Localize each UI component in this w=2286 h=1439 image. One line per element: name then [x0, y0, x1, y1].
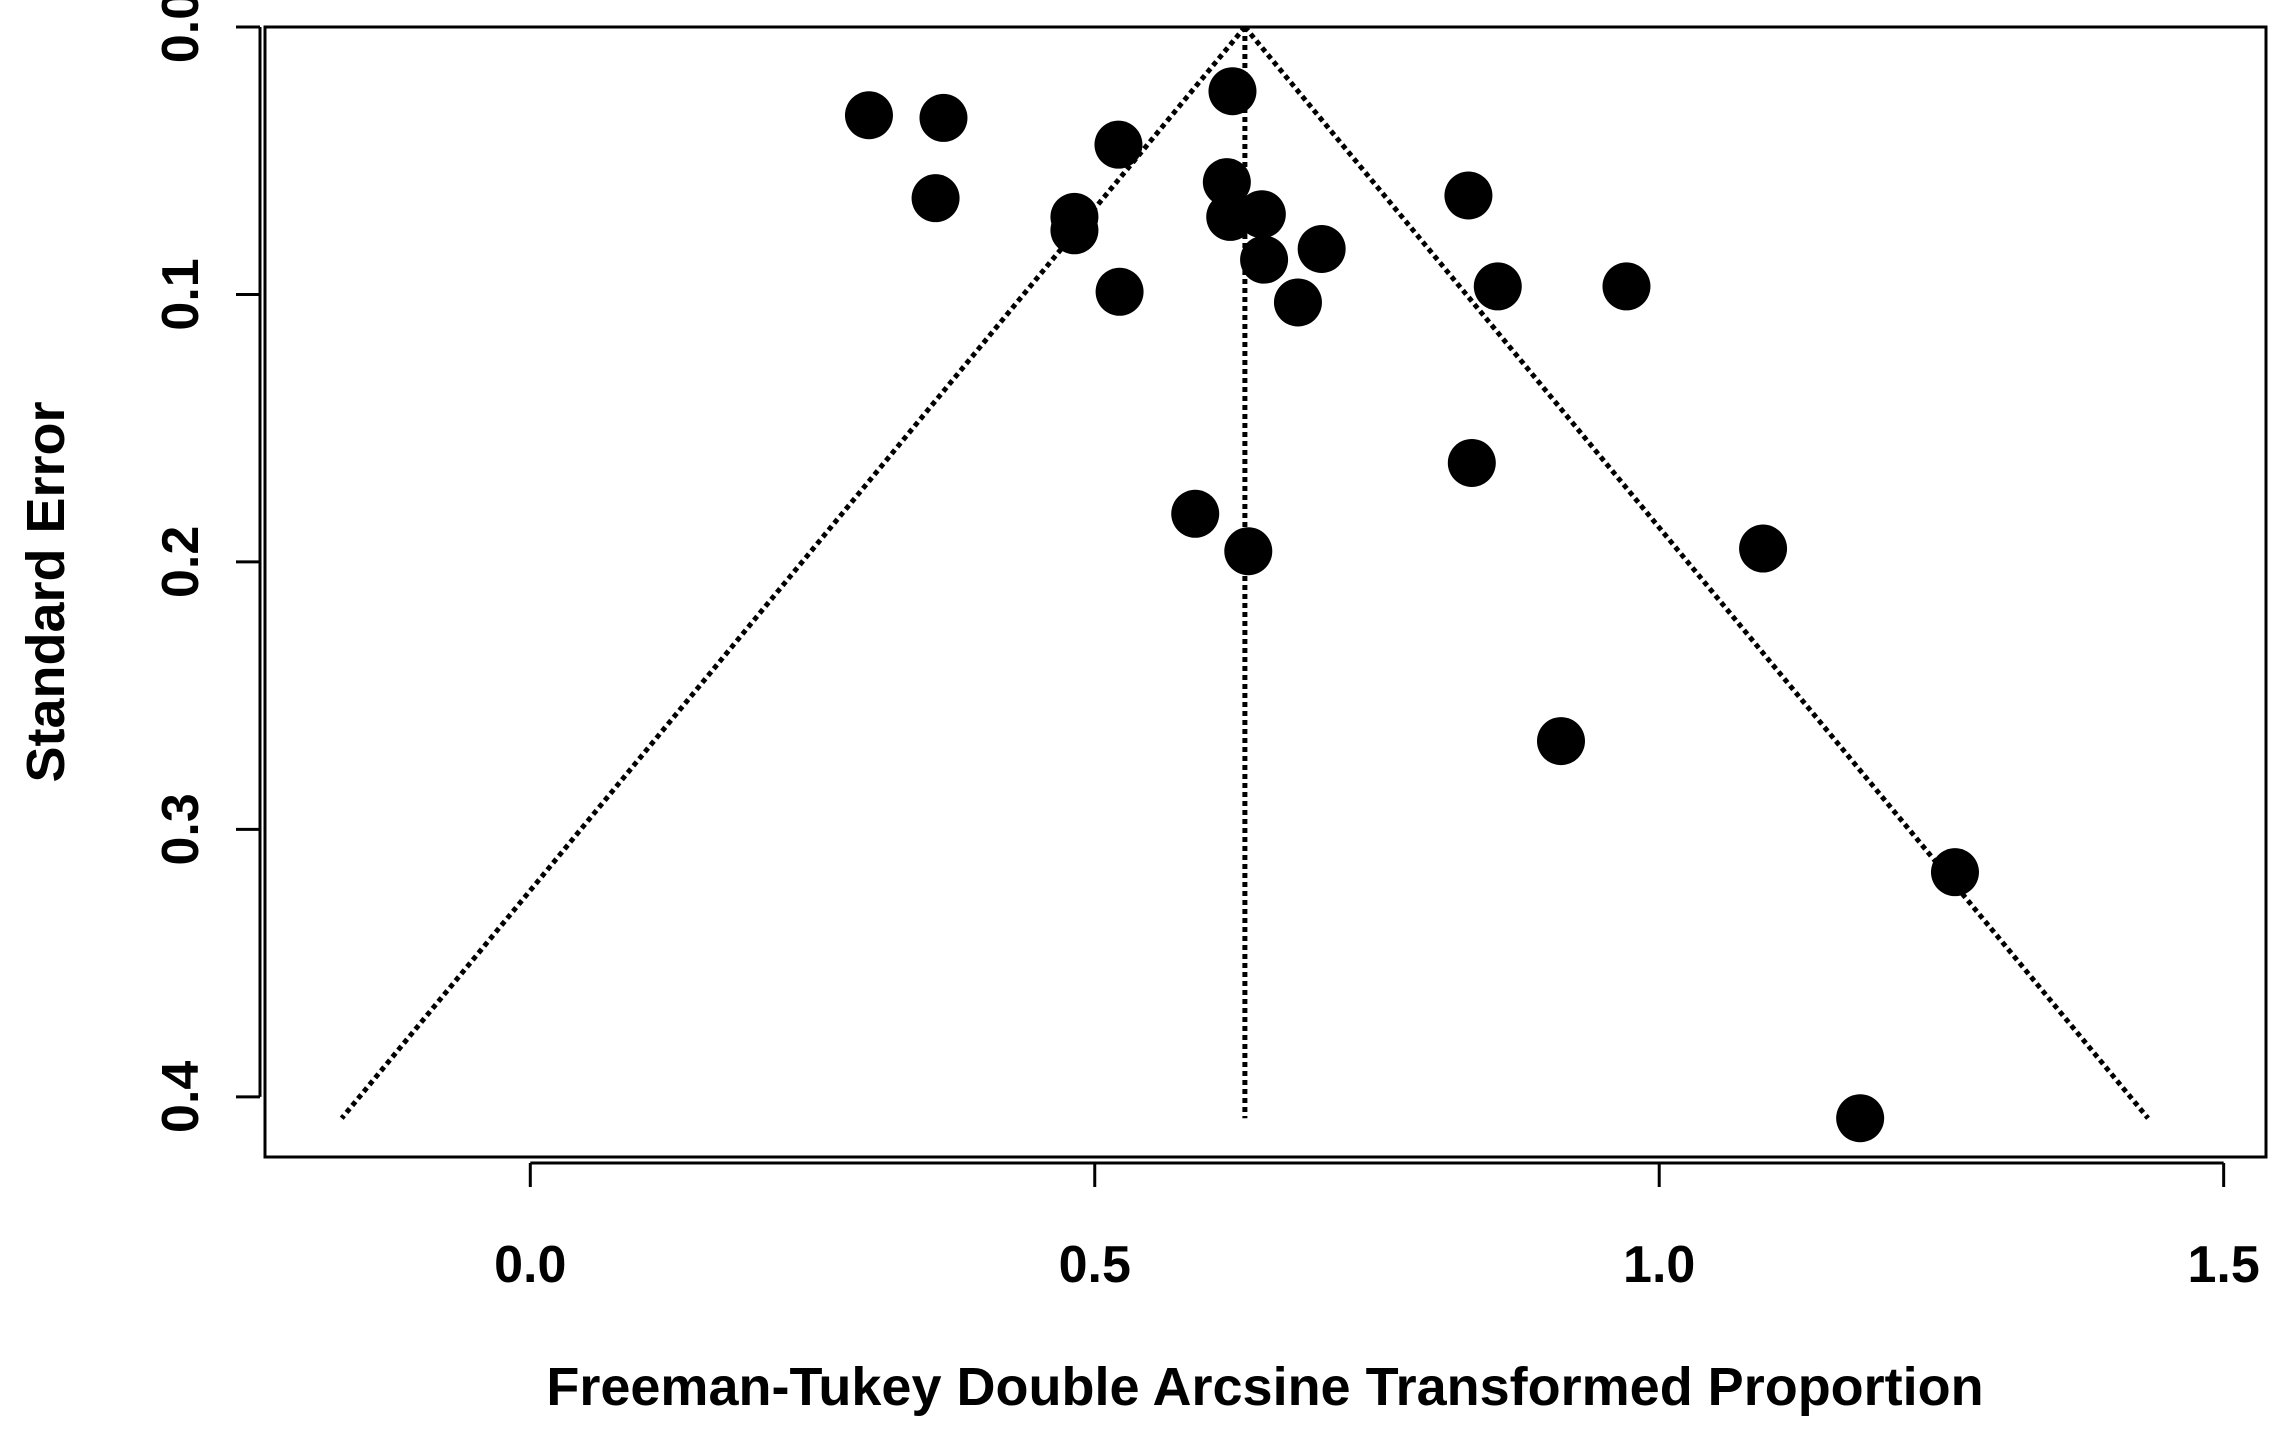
x-tick-label: 1.0	[1623, 1236, 1695, 1294]
data-point	[1836, 1094, 1885, 1143]
data-point	[1444, 171, 1493, 220]
y-tick-label: 0.4	[152, 1061, 210, 1133]
data-point	[1237, 190, 1286, 239]
data-point	[1050, 206, 1099, 255]
data-point	[911, 174, 960, 223]
data-point	[1297, 224, 1346, 273]
y-axis: 0.0 0.1 0.2 0.3 0.4	[152, 0, 262, 1133]
y-tick-label: 0.3	[152, 793, 210, 865]
data-point	[844, 91, 893, 140]
x-tick-label: 1.5	[2188, 1236, 2260, 1294]
x-axis: 0.0 0.5 1.0 1.5	[494, 1161, 2260, 1294]
plot-frame	[263, 25, 2268, 1159]
data-point	[1240, 235, 1289, 284]
data-point	[1602, 262, 1651, 311]
funnel-left-line	[339, 25, 1247, 1120]
data-points	[844, 67, 1979, 1143]
y-tick-label: 0.2	[152, 526, 210, 598]
data-point	[1224, 527, 1273, 576]
data-point	[1202, 158, 1251, 207]
data-point	[1094, 120, 1143, 169]
data-point	[1095, 267, 1144, 316]
data-point	[1473, 262, 1522, 311]
data-point	[1536, 717, 1585, 766]
data-point	[1171, 489, 1220, 538]
y-axis-title: Standard Error	[16, 401, 76, 782]
funnel-right-line	[1242, 25, 2150, 1120]
x-axis-title: Freeman-Tukey Double Arcsine Transformed…	[546, 1357, 1983, 1417]
y-tick-label: 0.0	[152, 0, 210, 63]
x-tick-label: 0.0	[494, 1236, 566, 1294]
x-tick-label: 0.5	[1059, 1236, 1131, 1294]
data-point	[1447, 438, 1496, 487]
data-point	[1273, 278, 1322, 327]
data-point	[1208, 67, 1257, 116]
data-point	[1739, 524, 1788, 573]
data-point	[919, 93, 968, 142]
data-point	[1930, 848, 1979, 897]
y-tick-label: 0.1	[152, 258, 210, 330]
